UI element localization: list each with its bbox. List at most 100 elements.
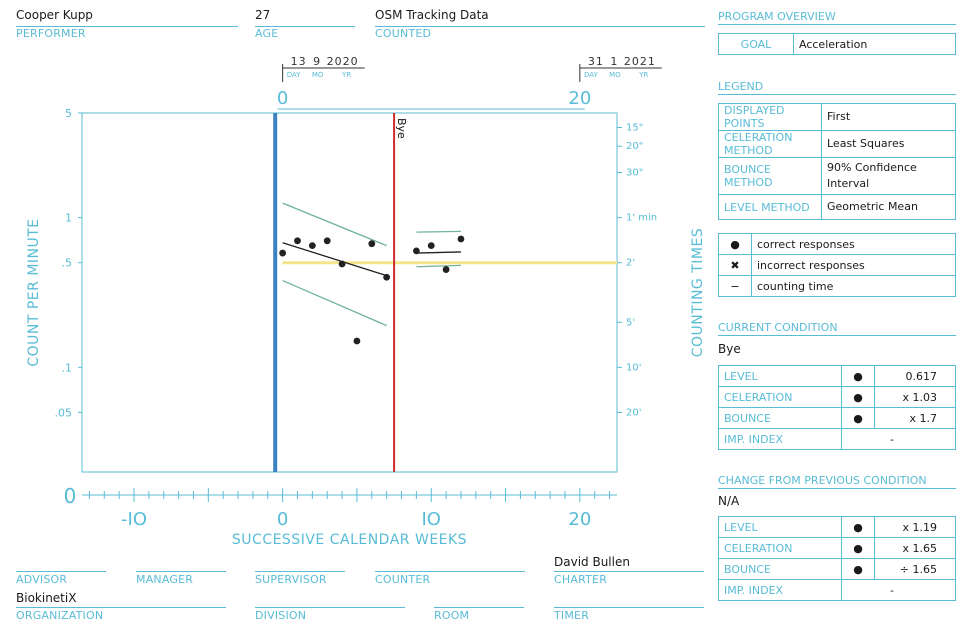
symbol-legend-label: correct responses (751, 233, 956, 255)
data-point (457, 235, 465, 243)
symbol-legend-label: incorrect responses (751, 254, 956, 276)
x-axis-title: SUCCESSIVE CALENDAR WEEKS (232, 532, 467, 548)
stat-value: x 1.03 (874, 386, 956, 408)
stat-row: IMP. INDEX - (718, 428, 956, 450)
division-label: DIVISION (255, 609, 307, 622)
legend-row: DISPLAYED POINTS First (718, 103, 956, 131)
data-point (368, 240, 376, 248)
date-year-label: YR (638, 71, 648, 79)
y-axis-title: COUNT PER MINUTE (26, 218, 42, 366)
date-day-label: DAY (287, 71, 302, 79)
manager-label: MANAGER (136, 573, 194, 586)
plot-frame (81, 112, 618, 473)
y-tick-label: 5 (65, 107, 72, 120)
date-month: 1 (610, 55, 617, 68)
performer-label: PERFORMER (16, 27, 86, 40)
counted-line (375, 26, 705, 27)
dot-icon: ● (718, 233, 752, 255)
stat-key: BOUNCE (718, 407, 842, 429)
timer-line (554, 607, 704, 608)
stat-value: 0.617 (874, 365, 956, 387)
legend-key: LEVEL METHOD (718, 194, 822, 220)
data-point (353, 337, 361, 345)
date-year: 2021 (624, 55, 656, 68)
supervisor-line (255, 571, 345, 572)
change-condition-title: CHANGE FROM PREVIOUS CONDITION (718, 474, 927, 487)
celeration-line (416, 230, 461, 233)
timer-label: TIMER (554, 609, 590, 622)
right-tick-label: 2' (626, 258, 635, 269)
stat-key: LEVEL (718, 516, 842, 538)
stat-row: CELERATION ● x 1.03 (718, 386, 956, 408)
x-tick-label: IO (421, 509, 440, 530)
phase-label: Bye (395, 118, 408, 139)
stat-row: LEVEL ● x 1.19 (718, 516, 956, 538)
stat-value: x 1.7 (874, 407, 956, 429)
date-month: 9 (313, 55, 320, 68)
data-point (279, 249, 287, 257)
right-tick-label: 30" (626, 168, 643, 179)
legend-value: Least Squares (821, 130, 956, 158)
legend-key: CELERATION METHOD (718, 130, 822, 158)
data-point (412, 247, 420, 255)
supervisor-label: SUPERVISOR (255, 573, 327, 586)
charter-value: David Bullen (554, 555, 630, 569)
y-tick-label: 1 (65, 212, 72, 225)
celeration-line (282, 202, 387, 247)
stat-value: x 1.65 (874, 537, 956, 559)
dash-icon: − (718, 275, 752, 297)
right-tick-label: 1' min (626, 213, 657, 224)
date-month-label: MO (609, 71, 621, 79)
legend-title: LEGEND (718, 80, 764, 93)
manager-line (136, 571, 226, 572)
data-point (294, 237, 301, 245)
x-origin-label: 0 (64, 484, 77, 508)
symbol-legend-label: counting time (751, 275, 956, 297)
age-value: 27 (255, 8, 271, 22)
legend-key: DISPLAYED POINTS (718, 103, 822, 131)
performer-value: Cooper Kupp (16, 8, 93, 22)
data-point (427, 242, 435, 250)
y-tick-label: .5 (62, 257, 73, 270)
stat-row: BOUNCE ● ÷ 1.65 (718, 558, 956, 580)
legend-table: DISPLAYED POINTS First CELERATION METHOD Le… (718, 103, 956, 220)
charter-label: CHARTER (554, 573, 608, 586)
goal-table: GOAL Acceleration (718, 33, 956, 55)
legend-value: First (821, 103, 956, 131)
data-point (308, 242, 316, 250)
date-day-label: DAY (584, 71, 599, 79)
top-tick-label: 20 (568, 88, 591, 109)
y-tick-label: .1 (62, 361, 73, 374)
program-overview-rule (718, 24, 956, 25)
date-year-label: YR (341, 71, 351, 79)
date-day: 31 (588, 55, 604, 68)
room-line (434, 607, 524, 608)
celeration-line (282, 279, 387, 327)
data-point (323, 237, 331, 245)
legend-key: BOUNCE METHOD (718, 157, 822, 195)
right-tick-label: 5' (626, 317, 635, 328)
change-condition-table: LEVEL ● x 1.19 CELERATION ● x 1.65 BOUNCE ● ÷ 1.… (718, 516, 956, 601)
dot-icon: ● (841, 407, 875, 429)
stat-row: BOUNCE ● x 1.7 (718, 407, 956, 429)
date-day: 13 (291, 55, 307, 68)
change-condition-name: N/A (718, 494, 740, 508)
celeration-line (416, 251, 461, 254)
right-tick-label: 20' (626, 407, 641, 418)
y-axis-title-right: COUNTING TIMES (690, 228, 706, 357)
counter-line (375, 571, 525, 572)
division-line (255, 607, 405, 608)
chart: 5 1 .5 .1 .05 15" 20" 30" 1' min 2' 5' 10' 20' COUNT … (26, 55, 706, 548)
current-condition-rule (718, 335, 956, 336)
celeration-line (282, 242, 387, 277)
right-tick-label: 20" (626, 141, 643, 152)
dot-icon: ● (841, 537, 875, 559)
performer-line (16, 26, 238, 27)
age-line (255, 26, 355, 27)
symbol-legend: ● correct responses ✖ incorrect responses − c… (718, 233, 956, 297)
legend-row: CELERATION METHOD Least Squares (718, 130, 956, 158)
symbol-legend-row: ✖ incorrect responses (718, 254, 956, 276)
legend-rule (718, 94, 956, 95)
organization-line (16, 607, 226, 608)
right-tick-label: 15" (626, 123, 643, 134)
